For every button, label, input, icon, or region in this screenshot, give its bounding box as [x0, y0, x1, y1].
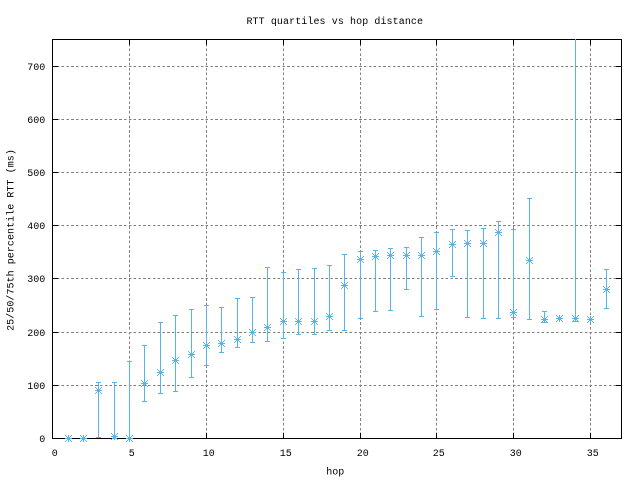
svg-text:20: 20 — [357, 449, 369, 460]
svg-text:0: 0 — [39, 435, 45, 446]
svg-text:25: 25 — [433, 449, 445, 460]
svg-text:100: 100 — [27, 382, 45, 393]
svg-text:10: 10 — [203, 449, 215, 460]
svg-text:15: 15 — [280, 449, 292, 460]
svg-text:0: 0 — [52, 449, 58, 460]
svg-text:5: 5 — [129, 449, 135, 460]
svg-text:600: 600 — [27, 116, 45, 127]
svg-text:25/50/75th percentile RTT (ms): 25/50/75th percentile RTT (ms) — [5, 149, 17, 331]
svg-text:400: 400 — [27, 222, 45, 233]
svg-text:30: 30 — [510, 449, 522, 460]
svg-text:35: 35 — [587, 449, 599, 460]
svg-text:hop: hop — [326, 466, 344, 478]
svg-text:500: 500 — [27, 169, 45, 180]
svg-text:RTT quartiles vs hop distance: RTT quartiles vs hop distance — [246, 16, 423, 28]
svg-text:200: 200 — [27, 329, 45, 340]
svg-text:700: 700 — [27, 63, 45, 74]
svg-text:300: 300 — [27, 275, 45, 286]
